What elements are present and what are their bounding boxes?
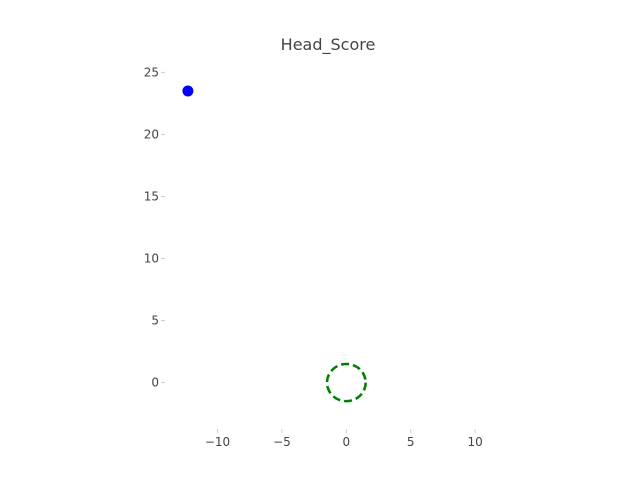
y-axis: 0 5 10 15 20 25: [144, 65, 165, 390]
y-tick-label: 25: [144, 65, 159, 79]
y-tick-label: 15: [144, 189, 159, 203]
y-tick-label: 5: [151, 314, 159, 328]
x-axis: −10 −5 0 5 10: [205, 429, 483, 449]
x-tick-label: −5: [273, 435, 291, 449]
x-tick-label: 5: [407, 435, 415, 449]
dashed-circle-marker: [325, 362, 367, 403]
x-tick-label: 0: [342, 435, 350, 449]
y-tick-label: 0: [151, 376, 159, 390]
x-tick-label: 10: [467, 435, 482, 449]
chart-marks: [182, 85, 367, 403]
y-tick-label: 10: [144, 252, 159, 266]
chart-title: Head_Score: [281, 35, 376, 55]
x-tick-label: −10: [205, 435, 230, 449]
y-tick-label: 20: [144, 127, 159, 141]
data-point: [182, 85, 194, 97]
